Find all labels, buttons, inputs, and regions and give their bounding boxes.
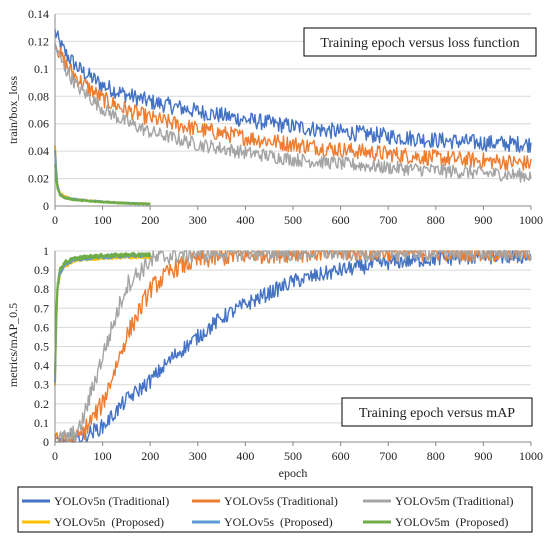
loss-chart-ytick-label: 0 xyxy=(43,199,49,213)
map-chart-ytick-label: 0.4 xyxy=(34,359,49,373)
map-chart-xtick-label: 900 xyxy=(474,449,492,463)
map-chart-xtick-label: 0 xyxy=(52,449,58,463)
loss-chart-series-4 xyxy=(54,150,151,206)
loss-chart-xtick-label: 700 xyxy=(379,213,397,227)
loss-chart-xtick-label: 500 xyxy=(284,213,302,227)
map-chart-ytick-label: 0.8 xyxy=(34,282,49,296)
map-chart-ytick-label: 0.1 xyxy=(34,416,49,430)
map-chart-series-5 xyxy=(54,251,152,376)
legend: YOLOv5n (Traditional) YOLOv5s (Traditiona… xyxy=(17,486,533,533)
legend-items: YOLOv5n (Traditional) YOLOv5s (Traditiona… xyxy=(22,494,514,529)
map-chart-xtick-label: 800 xyxy=(427,449,445,463)
loss-chart-xtick-label: 300 xyxy=(189,213,207,227)
map-chart-ytick-label: 0.2 xyxy=(34,397,49,411)
loss-chart-ytick-label: 0.08 xyxy=(28,89,49,103)
loss-chart-ytick-label: 0.02 xyxy=(28,172,49,186)
loss-chart-ticks: 0 0.02 0.04 0.06 0.08 0.1 0.12 0.14 0 100 200 300 40… xyxy=(28,7,543,227)
legend-label: YOLOv5n (Traditional) xyxy=(54,494,169,508)
map-chart-xtick-label: 300 xyxy=(189,449,207,463)
map-chart-ytick-label: 1 xyxy=(43,244,49,258)
loss-chart-series-2 xyxy=(54,43,532,183)
map-chart-ytick-label: 0.6 xyxy=(34,320,49,334)
map-chart: 0 0.1 0.2 0.3 0.4 0.5 0.6 0.7 0.8 0.9 1 0 100 200 300 4… xyxy=(6,244,543,480)
map-chart-xtick-label: 1000 xyxy=(519,449,543,463)
map-chart-ticks: 0 0.1 0.2 0.3 0.4 0.5 0.6 0.7 0.8 0.9 1 0 100 200 300 4… xyxy=(34,244,543,463)
loss-chart-axes xyxy=(54,14,532,210)
map-chart-annotation: Training epoch versus mAP xyxy=(359,406,515,421)
loss-chart-series xyxy=(54,29,532,206)
loss-chart-annotation: Training epoch versus loss function xyxy=(320,36,519,51)
map-chart-annotation-box: Training epoch versus mAP xyxy=(341,397,533,427)
legend-label: YOLOv5s (Proposed) xyxy=(224,515,333,529)
legend-label: YOLOv5s (Traditional) xyxy=(224,494,338,508)
loss-chart-xtick-label: 100 xyxy=(94,213,112,227)
map-chart-ytick-label: 0.3 xyxy=(34,378,49,392)
map-chart-series xyxy=(54,250,532,443)
loss-chart-xtick-label: 1000 xyxy=(519,213,543,227)
map-chart-xtick-label: 500 xyxy=(284,449,302,463)
loss-chart-xtick-label: 600 xyxy=(332,213,350,227)
map-chart-xtick-label: 200 xyxy=(141,449,159,463)
map-chart-xtick-label: 400 xyxy=(236,449,254,463)
loss-chart-series-1 xyxy=(54,45,532,171)
loss-chart-ytick-label: 0.04 xyxy=(28,144,49,158)
map-chart-ylabel: metrics/mAP_0.5 xyxy=(6,303,20,387)
loss-chart: 0 0.02 0.04 0.06 0.08 0.1 0.12 0.14 0 100 200 300 40… xyxy=(6,7,543,227)
map-chart-ytick-label: 0.5 xyxy=(34,340,49,354)
map-chart-ytick-label: 0 xyxy=(43,435,49,449)
loss-chart-ytick-label: 0.06 xyxy=(28,117,49,131)
loss-chart-ytick-label: 0.12 xyxy=(28,34,49,48)
map-chart-series-2 xyxy=(54,250,532,443)
loss-chart-annotation-box: Training epoch versus loss function xyxy=(303,27,537,57)
legend-label: YOLOv5m (Proposed) xyxy=(395,515,508,529)
map-chart-ytick-label: 0.7 xyxy=(34,301,49,315)
loss-chart-xtick-label: 800 xyxy=(427,213,445,227)
legend-label: YOLOv5n (Proposed) xyxy=(54,515,164,529)
map-chart-xlabel: epoch xyxy=(279,466,308,480)
loss-chart-xtick-label: 900 xyxy=(474,213,492,227)
loss-chart-xtick-label: 200 xyxy=(141,213,159,227)
loss-chart-series-0 xyxy=(54,29,532,153)
loss-chart-ytick-label: 0.14 xyxy=(28,7,49,21)
map-chart-ytick-label: 0.9 xyxy=(34,263,49,277)
loss-chart-xtick-label: 400 xyxy=(236,213,254,227)
map-chart-xtick-label: 100 xyxy=(94,449,112,463)
loss-chart-series-3 xyxy=(54,145,152,206)
loss-chart-ytick-label: 0.1 xyxy=(34,62,49,76)
legend-label: YOLOv5m (Traditional) xyxy=(395,494,514,508)
loss-chart-xtick-label: 0 xyxy=(52,213,58,227)
loss-chart-series-5 xyxy=(54,164,151,206)
map-chart-axes xyxy=(54,251,532,446)
map-chart-xtick-label: 700 xyxy=(379,449,397,463)
loss-chart-ylabel: train/box_loss xyxy=(6,76,20,144)
map-chart-xtick-label: 600 xyxy=(332,449,350,463)
